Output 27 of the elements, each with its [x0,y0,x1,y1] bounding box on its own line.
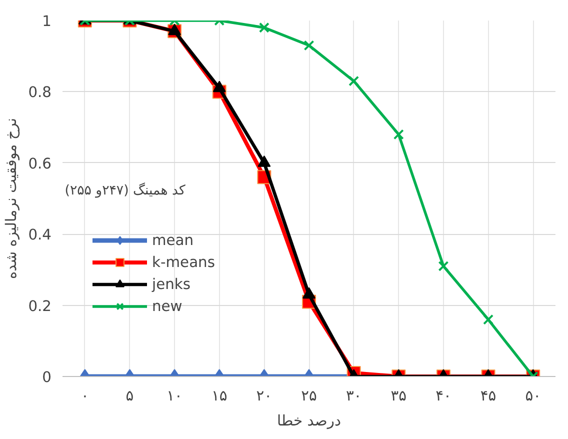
legend-label: k-means [152,254,215,270]
x-tick-label: ۵ [126,388,134,404]
y-tick-label: 0.6 [28,155,52,172]
y-tick-label: 0.4 [28,226,52,244]
y-axis-title: نرخ موفقیت نرمالیزه شده [3,118,20,280]
y-tick-label: 0 [42,369,52,386]
x-tick-label: ۵۰ [525,388,541,404]
legend-label: new [152,298,182,314]
y-tick-label: 0.2 [28,298,52,315]
x-tick-label: ۲۰ [256,388,272,404]
x-tick-label: ۳۵ [390,388,407,404]
point [302,287,316,299]
x-tick-label: ۳۰ [346,388,362,404]
x-tick-label: ۲۵ [301,388,317,404]
point [393,129,404,140]
x-axis-title: درصد خطا [277,412,341,430]
x-tick-label: ۱۵ [211,388,228,404]
x-tick-label: ۱۰ [166,388,182,404]
legend-label: mean [152,232,194,248]
y-tick-label: 1 [42,13,52,30]
point [348,76,360,86]
legend-label: jenks [152,276,191,292]
x-tick-label: ۴۰ [436,388,452,404]
x-tick-label: ۴۵ [480,388,496,404]
y-tick-label: 0.8 [28,84,52,102]
text: کد همینگ (۲۴۷و ۲۵۵) [64,182,186,198]
x-tick-label: ۰ [80,388,89,404]
